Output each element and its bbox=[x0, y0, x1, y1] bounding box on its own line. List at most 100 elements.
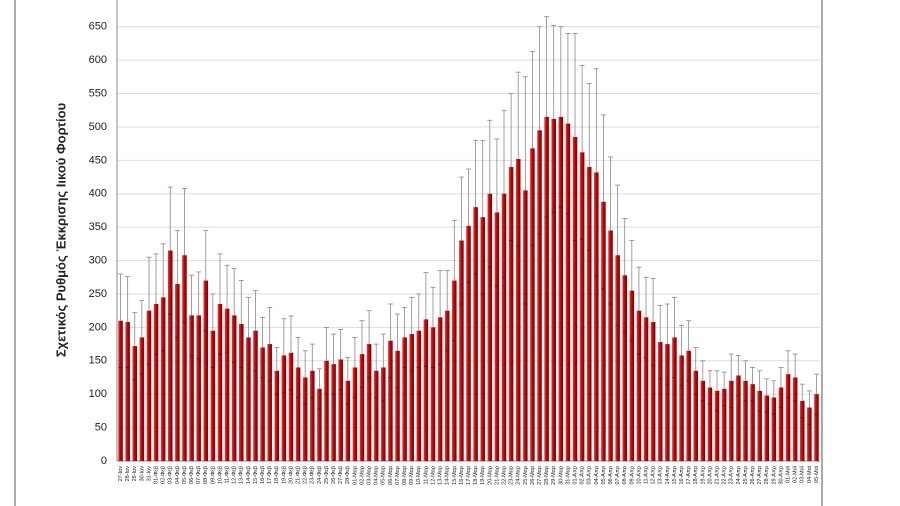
x-tick-label: 18-Μαρ bbox=[473, 466, 479, 485]
x-tick-label: 17-Φεβ bbox=[267, 466, 273, 484]
bar bbox=[778, 387, 784, 461]
x-tick-label: 08-Μαρ bbox=[402, 466, 408, 485]
x-tick-label: 28-Μαρ bbox=[544, 466, 550, 485]
x-tick-label: 26-Μαρ bbox=[530, 466, 536, 485]
y-tick-label: 350 bbox=[89, 221, 107, 233]
x-tick-label: 10-Απρ bbox=[636, 466, 642, 485]
x-tick-label: 07-Φεβ bbox=[196, 466, 202, 484]
bar bbox=[537, 130, 542, 462]
bar bbox=[558, 116, 564, 461]
x-tick-label: 20-Φεβ bbox=[288, 466, 294, 484]
x-tick-label: 21-Απρ bbox=[714, 466, 720, 485]
bar bbox=[444, 310, 450, 461]
x-tick-label: 06-Μαρ bbox=[388, 466, 394, 485]
x-tick-label: 14-Μαρ bbox=[445, 466, 451, 485]
bar bbox=[707, 387, 713, 461]
bar bbox=[238, 324, 244, 461]
x-tick-label: 19-Μαρ bbox=[480, 466, 486, 485]
x-tick-label: 22-Απρ bbox=[722, 466, 728, 485]
bar bbox=[409, 334, 414, 461]
bar bbox=[274, 370, 280, 461]
x-tick-label: 23-Μαρ bbox=[509, 466, 515, 485]
x-tick-label: 30-Μαρ bbox=[558, 466, 564, 485]
x-tick-label: 21-Φεβ bbox=[296, 466, 302, 484]
bar bbox=[160, 297, 166, 461]
bar bbox=[629, 290, 635, 461]
x-tick-label: 10-Μαρ bbox=[416, 466, 422, 485]
bar bbox=[515, 159, 521, 461]
bar bbox=[721, 388, 727, 461]
x-tick-label: 03-Μαρ bbox=[367, 466, 373, 485]
bar bbox=[586, 167, 592, 461]
x-tick-label: 26-Απρ bbox=[750, 466, 756, 485]
x-tick-label: 12-Φεβ bbox=[232, 466, 238, 484]
bar bbox=[601, 201, 606, 462]
x-tick-label: 16-Απρ bbox=[679, 466, 685, 485]
x-tick-label: 04-Μαρ bbox=[374, 466, 380, 485]
x-tick-label: 19-Απρ bbox=[700, 466, 706, 485]
y-tick-label: 0 bbox=[101, 455, 107, 467]
x-tick-label: 01-Απρ bbox=[572, 466, 578, 485]
x-tick-label: 27-Μαρ bbox=[537, 466, 543, 485]
bar bbox=[203, 280, 209, 461]
x-tick-label: 08-Απρ bbox=[622, 466, 628, 485]
x-tick-label: 11-Φεβ bbox=[225, 466, 231, 484]
bar bbox=[317, 388, 322, 461]
bar bbox=[331, 364, 336, 461]
bar bbox=[736, 375, 741, 461]
y-tick-label: 100 bbox=[89, 388, 107, 400]
x-tick-label: 28-Ιαν bbox=[125, 466, 131, 482]
bar bbox=[728, 380, 734, 461]
x-tick-label: 04-Φεβ bbox=[175, 466, 181, 484]
bar bbox=[530, 148, 535, 462]
y-tick-label: 250 bbox=[89, 288, 107, 300]
x-tick-label: 02-Μαϊ bbox=[793, 465, 799, 483]
x-tick-label: 12-Απρ bbox=[651, 466, 657, 485]
x-tick-label: 06-Φεβ bbox=[189, 466, 195, 484]
x-tick-label: 16-Μαρ bbox=[459, 466, 465, 485]
bar bbox=[693, 370, 699, 461]
bar bbox=[672, 337, 677, 461]
bar bbox=[139, 337, 145, 461]
x-tick-label: 29-Απρ bbox=[771, 466, 777, 485]
x-tick-label: 15-Μαρ bbox=[452, 466, 458, 485]
bar bbox=[459, 240, 464, 461]
bar bbox=[473, 207, 478, 461]
bar bbox=[636, 310, 642, 461]
y-tick-label: 300 bbox=[89, 254, 107, 266]
bar bbox=[622, 275, 627, 461]
y-tick-label: 50 bbox=[95, 422, 107, 434]
x-tick-label: 05-Μαρ bbox=[381, 466, 387, 485]
bar bbox=[210, 330, 216, 461]
bar bbox=[665, 344, 670, 461]
x-tick-label: 17-Μαρ bbox=[466, 466, 472, 485]
x-tick-label: 26-Φεβ bbox=[331, 466, 337, 484]
bar bbox=[423, 319, 429, 461]
x-tick-label: 05-Απρ bbox=[601, 466, 607, 485]
bar bbox=[231, 315, 237, 461]
x-tick-label: 13-Μαρ bbox=[438, 466, 444, 485]
y-tick-label: 150 bbox=[89, 355, 107, 367]
x-tick-label: 27-Ιαν bbox=[118, 466, 124, 482]
bar bbox=[814, 394, 819, 461]
x-tick-label: 07-Απρ bbox=[615, 466, 621, 485]
bar bbox=[572, 136, 578, 461]
bar bbox=[430, 327, 436, 461]
x-tick-label: 09-Μαρ bbox=[409, 466, 415, 485]
x-tick-label: 02-Φεβ bbox=[161, 466, 167, 484]
x-tick-label: 24-Απρ bbox=[736, 466, 742, 485]
x-tick-label: 02-Απρ bbox=[580, 466, 586, 485]
x-tick-label: 15-Απρ bbox=[672, 466, 678, 485]
bar bbox=[615, 255, 620, 461]
bar bbox=[650, 322, 656, 461]
bar bbox=[167, 250, 173, 461]
x-tick-label: 11-Απρ bbox=[643, 466, 649, 484]
x-tick-label: 07-Μαρ bbox=[395, 466, 401, 485]
x-tick-label: 25-Απρ bbox=[743, 466, 749, 485]
x-tick-label: 18-Φεβ bbox=[274, 466, 280, 484]
bar bbox=[324, 360, 329, 461]
bar bbox=[189, 315, 194, 461]
x-tick-label: 17-Απρ bbox=[686, 466, 692, 485]
bar bbox=[352, 367, 358, 461]
bar bbox=[295, 367, 301, 461]
